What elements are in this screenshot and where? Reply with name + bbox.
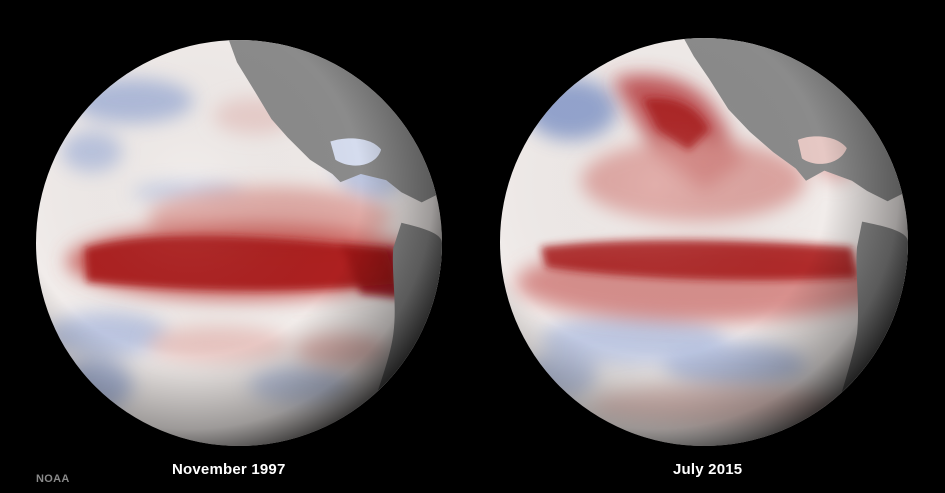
globe-november-1997 xyxy=(36,40,442,446)
globe-july-2015 xyxy=(500,38,908,446)
noaa-credit: NOAA xyxy=(36,473,70,485)
globe-image-november-1997 xyxy=(36,40,442,446)
caption-november-1997: November 1997 xyxy=(172,461,286,478)
caption-july-2015: July 2015 xyxy=(673,461,743,478)
globe-image-july-2015 xyxy=(500,38,908,446)
